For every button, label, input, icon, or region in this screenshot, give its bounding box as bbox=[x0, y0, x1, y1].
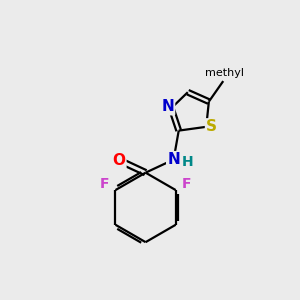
Text: methyl: methyl bbox=[205, 68, 244, 78]
Text: N: N bbox=[167, 152, 180, 167]
Text: F: F bbox=[182, 177, 191, 191]
Text: S: S bbox=[206, 119, 217, 134]
Text: O: O bbox=[112, 153, 125, 168]
Text: N: N bbox=[161, 99, 174, 114]
Text: F: F bbox=[100, 177, 110, 191]
Text: H: H bbox=[182, 155, 194, 169]
